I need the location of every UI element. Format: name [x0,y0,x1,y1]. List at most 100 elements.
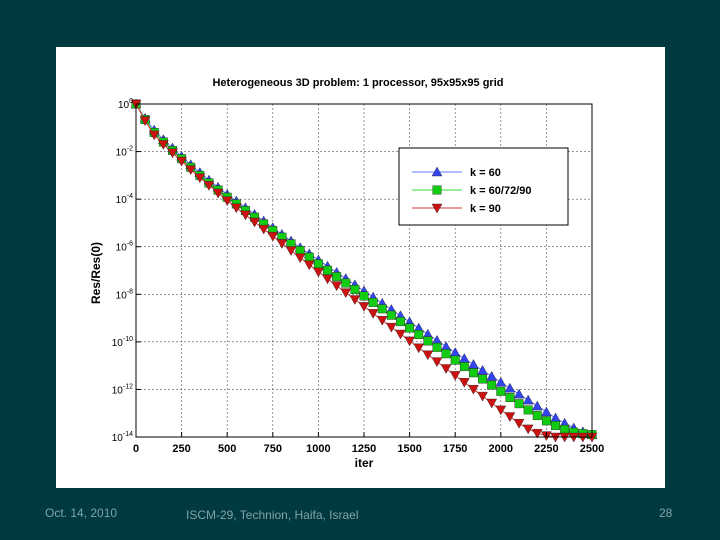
chart-svg: Heterogeneous 3D problem: 1 processor, 9… [89,77,604,470]
data-point [495,376,507,387]
x-tick-label: 500 [218,443,236,455]
data-point [139,116,151,127]
data-point [414,330,424,339]
x-tick-label: 250 [172,443,190,455]
y-tick-label: 10-6 [116,241,133,254]
data-point [212,188,224,199]
data-point [513,419,525,429]
data-point [522,394,534,405]
data-point [340,288,352,299]
data-point [386,310,396,320]
data-point [313,267,324,278]
data-point [376,316,388,326]
data-point [449,371,461,381]
y-tick-label: 100 [118,98,133,111]
legend-label: k = 60/72/90 [470,185,531,197]
data-point [194,173,206,184]
legend-box [398,147,569,226]
data-point [504,412,516,422]
data-point [185,165,197,176]
legend-marker [431,166,443,177]
data-point [478,374,488,384]
data-point [350,285,360,294]
data-point [176,156,187,167]
data-point [523,405,533,415]
data-point [504,382,516,393]
x-tick-label: 2500 [580,443,604,455]
data-point [395,329,406,340]
data-point [367,309,379,319]
x-tick-label: 1250 [352,443,376,455]
data-point [551,421,560,431]
data-point [505,393,515,402]
data-point [514,399,524,409]
data-point [349,295,361,305]
data-point [230,203,242,214]
x-tick-label: 0 [133,443,139,455]
y-tick-label: 10-12 [112,383,133,396]
data-point [413,343,425,354]
data-point [294,253,306,264]
data-point [341,278,351,288]
legend-marker [431,203,443,214]
data-point [468,359,479,369]
x-tick-label: 1500 [397,443,421,455]
data-point [331,281,342,292]
data-point [167,148,178,159]
data-point [431,357,443,368]
data-point [422,350,434,361]
data-point [203,181,215,191]
data-point [450,355,460,365]
data-point [441,349,451,359]
data-point [468,384,479,395]
data-point [440,341,452,351]
data-point [158,140,169,150]
data-point [258,224,270,235]
data-point [323,265,332,275]
data-point [541,416,551,426]
data-point [560,424,570,434]
data-point [458,378,470,388]
data-point [368,297,378,307]
series-3 [130,99,598,443]
data-point [303,260,315,271]
footer-page-number: 28 [659,506,673,520]
y-tick-label: 10-2 [116,146,133,159]
data-point [486,398,498,409]
data-point [221,196,233,206]
data-point [477,391,488,402]
data-point [332,272,342,282]
x-tick-label: 2250 [534,443,558,455]
data-point [459,362,469,372]
data-point [449,347,461,357]
data-point [276,239,288,249]
chart-legend: k = 60 k = 60/72/90 k = 90 [398,147,569,226]
data-point [550,412,561,423]
legend-label: k = 90 [470,203,501,215]
x-tick-label: 1000 [306,443,330,455]
data-point [249,217,260,228]
x-tick-label: 750 [264,443,282,455]
data-point [495,405,507,416]
data-point [358,302,370,312]
data-point [313,259,323,269]
y-tick-label: 10-10 [112,336,133,349]
data-point [404,336,415,347]
data-point [468,368,478,378]
chart-figure: Heterogeneous 3D problem: 1 processor, 9… [56,47,665,488]
data-point [377,304,387,314]
legend-label: k = 60 [470,167,501,179]
data-point [396,317,405,327]
x-axis-label: iter [355,456,374,470]
legend-marker [432,185,442,195]
data-point [386,322,397,333]
data-point [304,252,314,262]
data-point [486,370,498,381]
data-point [496,386,506,396]
chart-title: Heterogeneous 3D problem: 1 processor, 9… [212,77,503,89]
data-point [487,380,497,390]
axis-ticks: 0 250 500 750 1000 1250 1500 1750 2000 2250 2500 10… [112,98,604,455]
data-point [285,246,297,256]
data-point [458,353,470,363]
data-point [267,232,279,242]
